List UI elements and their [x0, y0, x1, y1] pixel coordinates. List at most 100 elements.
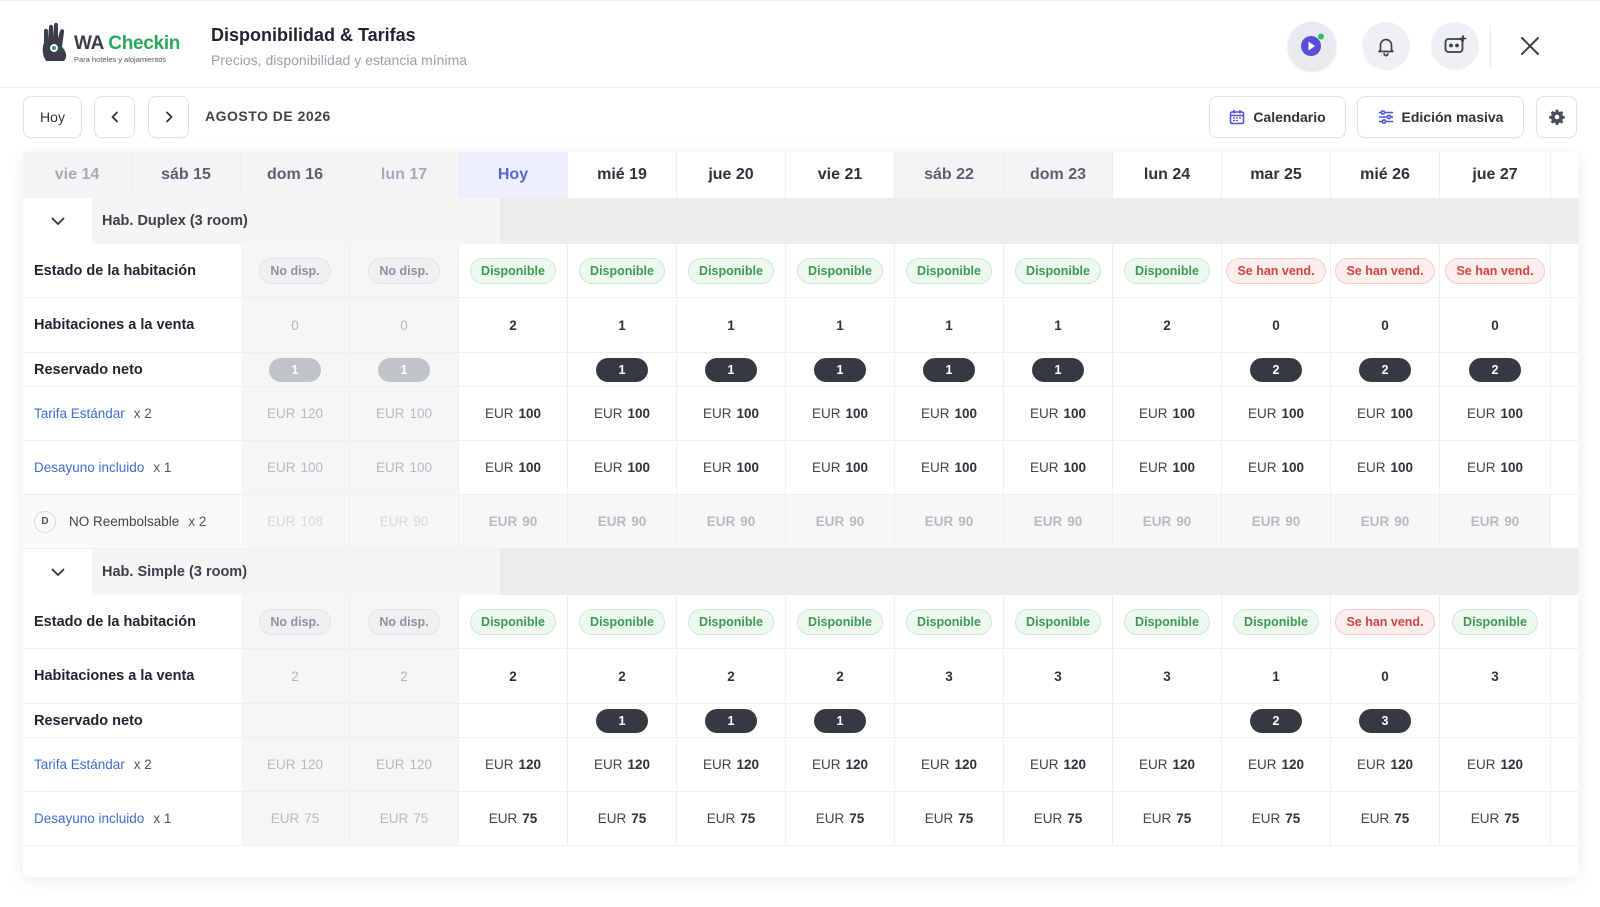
- rooms-for-sale-cell[interactable]: 3: [1440, 649, 1551, 703]
- rate-price[interactable]: EUR 100: [703, 460, 759, 475]
- rate-price[interactable]: EUR 75: [1143, 811, 1192, 826]
- rate-price[interactable]: EUR 120: [1467, 757, 1523, 772]
- rate-price[interactable]: EUR 120: [594, 757, 650, 772]
- rooms-for-sale-cell[interactable]: 1: [786, 298, 895, 352]
- rate-name-link[interactable]: Desayuno incluido: [34, 811, 145, 826]
- room-status-cell[interactable]: Se han vend.: [1222, 244, 1331, 297]
- rate-price[interactable]: EUR 100: [1357, 460, 1413, 475]
- rooms-for-sale-cell[interactable]: 3: [1004, 649, 1113, 703]
- rooms-for-sale-cell[interactable]: 2: [459, 298, 568, 352]
- rate-price[interactable]: EUR 100: [1467, 460, 1523, 475]
- rate-cell[interactable]: EUR 100: [786, 441, 895, 494]
- rate-price[interactable]: EUR 100: [812, 460, 868, 475]
- net-booked-cell[interactable]: [895, 704, 1004, 737]
- net-booked-cell[interactable]: 2: [1331, 353, 1440, 386]
- rate-price[interactable]: EUR 75: [1034, 811, 1083, 826]
- room-status-cell[interactable]: No disp.: [241, 244, 350, 297]
- rate-price[interactable]: EUR 100: [267, 460, 323, 475]
- room-status-cell[interactable]: Disponible: [677, 595, 786, 648]
- rate-price[interactable]: EUR 75: [1252, 811, 1301, 826]
- net-booked-cell[interactable]: [1004, 704, 1113, 737]
- rate-price[interactable]: EUR 120: [1030, 757, 1086, 772]
- rate-price[interactable]: EUR 120: [1248, 757, 1304, 772]
- rate-cell[interactable]: EUR 90: [1440, 495, 1551, 548]
- net-booked-cell[interactable]: 1: [677, 353, 786, 386]
- rate-price[interactable]: EUR 90: [1034, 514, 1083, 529]
- rooms-for-sale-cell[interactable]: 0: [1222, 298, 1331, 352]
- rate-price[interactable]: EUR 100: [1139, 406, 1195, 421]
- rate-name-link[interactable]: Tarifa Estándar: [34, 757, 125, 772]
- rate-cell[interactable]: EUR 120: [350, 738, 459, 791]
- net-booked-cell[interactable]: 1: [568, 704, 677, 737]
- rate-cell[interactable]: EUR 100: [568, 387, 677, 440]
- rate-price[interactable]: EUR 100: [921, 406, 977, 421]
- room-status-cell[interactable]: Disponible: [1113, 595, 1222, 648]
- rate-price[interactable]: EUR 75: [1471, 811, 1520, 826]
- room-status-cell[interactable]: Se han vend.: [1331, 595, 1440, 648]
- net-booked-cell[interactable]: [1440, 704, 1551, 737]
- room-status-cell[interactable]: No disp.: [350, 244, 459, 297]
- rate-cell[interactable]: EUR 100: [786, 387, 895, 440]
- rooms-for-sale-cell[interactable]: 0: [1331, 649, 1440, 703]
- rooms-for-sale-cell[interactable]: 0: [241, 298, 350, 352]
- room-status-cell[interactable]: No disp.: [241, 595, 350, 648]
- day-header-4[interactable]: Hoy: [459, 152, 568, 198]
- rate-price[interactable]: EUR 90: [1143, 514, 1192, 529]
- net-booked-cell[interactable]: [459, 704, 568, 737]
- rate-cell[interactable]: EUR 90: [1222, 495, 1331, 548]
- rate-cell[interactable]: EUR 100: [677, 387, 786, 440]
- rate-cell[interactable]: EUR 100: [568, 441, 677, 494]
- rate-price[interactable]: EUR 90: [816, 514, 865, 529]
- calendar-view-button[interactable]: Calendario: [1209, 96, 1346, 138]
- rooms-for-sale-cell[interactable]: 1: [677, 298, 786, 352]
- settings-button[interactable]: [1536, 96, 1577, 138]
- rate-cell[interactable]: EUR 75: [1222, 792, 1331, 845]
- rate-cell[interactable]: EUR 90: [568, 495, 677, 548]
- close-button[interactable]: [1513, 25, 1547, 67]
- rate-cell[interactable]: EUR 75: [1331, 792, 1440, 845]
- rate-cell[interactable]: EUR 100: [895, 387, 1004, 440]
- rooms-for-sale-cell[interactable]: 2: [459, 649, 568, 703]
- net-booked-cell[interactable]: [350, 704, 459, 737]
- room-status-cell[interactable]: Disponible: [1222, 595, 1331, 648]
- rate-price[interactable]: EUR 90: [1471, 514, 1520, 529]
- video-tutorial-button[interactable]: [1288, 22, 1336, 70]
- rate-cell[interactable]: EUR 90: [1331, 495, 1440, 548]
- rate-cell[interactable]: EUR 108: [241, 495, 350, 548]
- rate-cell[interactable]: EUR 75: [459, 792, 568, 845]
- rooms-for-sale-cell[interactable]: 0: [1331, 298, 1440, 352]
- notifications-button[interactable]: [1362, 22, 1410, 70]
- room-status-cell[interactable]: Disponible: [677, 244, 786, 297]
- rooms-for-sale-cell[interactable]: 2: [677, 649, 786, 703]
- rooms-for-sale-cell[interactable]: 0: [1440, 298, 1551, 352]
- collapse-room-button[interactable]: [23, 198, 92, 244]
- rooms-for-sale-cell[interactable]: 2: [568, 649, 677, 703]
- net-booked-cell[interactable]: 2: [1222, 353, 1331, 386]
- rate-cell[interactable]: EUR 90: [895, 495, 1004, 548]
- rate-cell[interactable]: EUR 120: [241, 738, 350, 791]
- bulk-edit-button[interactable]: Edición masiva: [1357, 96, 1524, 138]
- net-booked-cell[interactable]: 1: [895, 353, 1004, 386]
- rate-price[interactable]: EUR 75: [816, 811, 865, 826]
- net-booked-cell[interactable]: 1: [677, 704, 786, 737]
- rate-price[interactable]: EUR 108: [267, 514, 323, 529]
- room-status-cell[interactable]: Se han vend.: [1440, 244, 1551, 297]
- rate-price[interactable]: EUR 90: [1252, 514, 1301, 529]
- rate-price[interactable]: EUR 75: [1361, 811, 1410, 826]
- rate-cell[interactable]: EUR 120: [895, 738, 1004, 791]
- today-button[interactable]: Hoy: [23, 96, 82, 138]
- rate-cell[interactable]: EUR 75: [1440, 792, 1551, 845]
- rate-price[interactable]: EUR 100: [594, 406, 650, 421]
- rate-name-link[interactable]: Desayuno incluido: [34, 460, 145, 475]
- day-header-7[interactable]: vie 21: [786, 152, 895, 198]
- rate-price[interactable]: EUR 120: [703, 757, 759, 772]
- rate-price[interactable]: EUR 100: [376, 406, 432, 421]
- rate-cell[interactable]: EUR 100: [1331, 387, 1440, 440]
- rate-price[interactable]: EUR 75: [925, 811, 974, 826]
- rate-price[interactable]: EUR 100: [1467, 406, 1523, 421]
- rate-cell[interactable]: EUR 120: [1331, 738, 1440, 791]
- rate-price[interactable]: EUR 100: [485, 406, 541, 421]
- day-header-6[interactable]: jue 20: [677, 152, 786, 198]
- room-status-cell[interactable]: No disp.: [350, 595, 459, 648]
- rate-price[interactable]: EUR 100: [1248, 406, 1304, 421]
